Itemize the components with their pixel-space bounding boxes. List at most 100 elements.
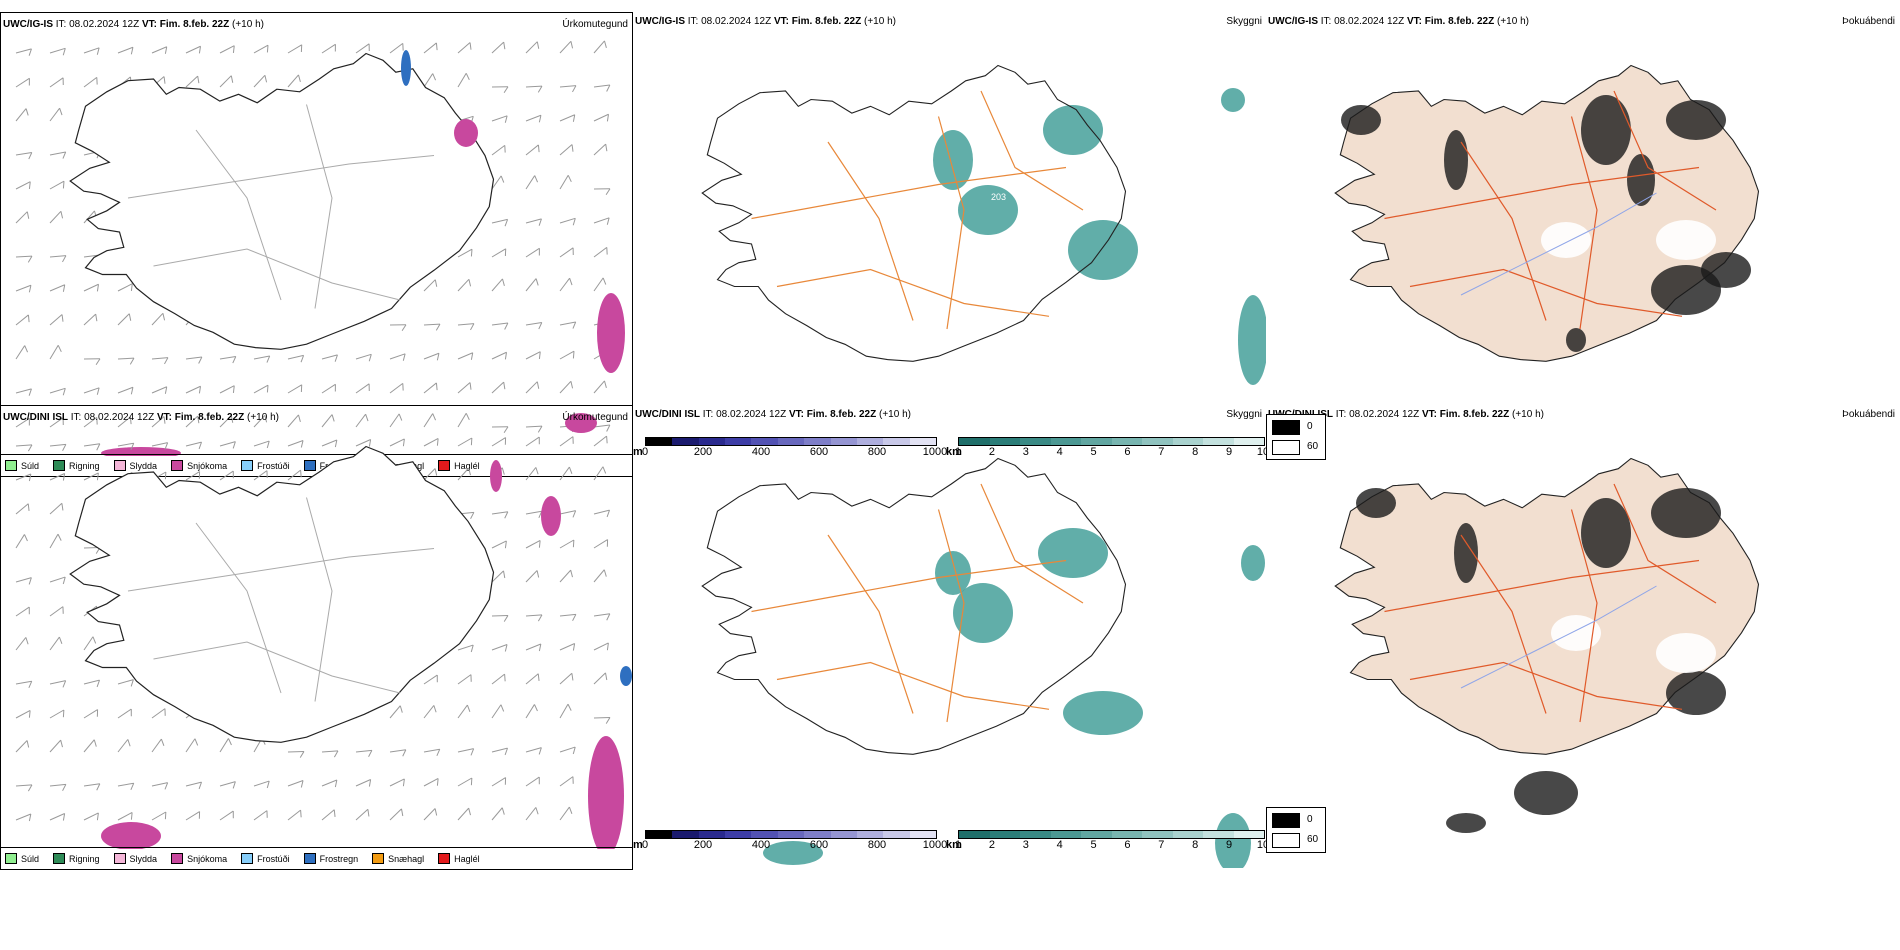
wind-barb <box>457 352 474 360</box>
ceiling-value-label: 133 <box>1051 224 1066 234</box>
wind-barb <box>219 356 237 364</box>
lead-time: (+10 h) <box>232 19 264 30</box>
wind-barb <box>525 614 543 622</box>
colorbar-tick: 600 <box>809 446 829 458</box>
legend-label: Rigning <box>69 853 100 864</box>
vt-value: Fim. 8.feb. 22Z <box>791 16 862 27</box>
wind-barb <box>559 569 573 583</box>
wind-barb <box>491 248 507 258</box>
vt-label: VT: <box>788 409 804 420</box>
precip-map <box>15 40 625 456</box>
wind-barb <box>355 413 369 428</box>
wind-barb <box>355 439 372 447</box>
wind-barb <box>423 705 437 719</box>
panel-header: UWC/DINI ISL IT: 08.02.2024 12Z VT: Fim.… <box>3 412 279 423</box>
legend-item: Snæhagl <box>372 853 424 864</box>
road-line <box>306 104 333 309</box>
wind-barb <box>287 809 302 821</box>
fog-indicator-area <box>1581 95 1631 165</box>
wind-barb <box>287 414 301 428</box>
wind-barb <box>423 748 441 757</box>
legend-swatch <box>241 460 254 471</box>
road-line <box>153 248 401 301</box>
wind-barb <box>423 778 439 787</box>
wind-barb <box>151 46 168 54</box>
wind-barb <box>491 511 509 519</box>
wind-barb <box>593 613 611 621</box>
iceland-coastline <box>69 52 495 350</box>
field-title: Þokuábendi <box>1842 409 1895 420</box>
road-line <box>195 522 282 694</box>
low-visibility-area <box>1043 105 1103 155</box>
legend-label: Snjókoma <box>187 460 228 471</box>
road-line <box>937 116 965 330</box>
wind-barb <box>491 540 507 549</box>
wind-barb <box>151 811 167 821</box>
wind-barb <box>593 509 610 518</box>
fog-key: 0 60 <box>1266 414 1326 460</box>
legend-item: Súld <box>5 853 39 864</box>
legend-swatch <box>438 853 451 864</box>
wind-barb <box>559 613 577 621</box>
road-line <box>751 559 1067 613</box>
wind-barb <box>457 748 475 756</box>
wind-barb <box>15 108 29 122</box>
wind-barb <box>83 709 99 719</box>
vt-label: VT: <box>1421 409 1437 420</box>
wind-barb <box>287 780 304 788</box>
wind-barb <box>49 636 63 651</box>
road-line <box>751 166 1067 220</box>
it-label: IT: <box>1320 16 1332 27</box>
fog-key-label: 0 <box>1307 814 1313 825</box>
wind-barb <box>389 749 407 757</box>
wind-barb <box>525 175 539 190</box>
wind-barb <box>559 85 577 93</box>
wind-barb <box>15 211 30 224</box>
wind-barb <box>49 314 64 326</box>
fog-indicator-area <box>1454 523 1478 583</box>
lead-time: (+10 h) <box>1512 409 1544 420</box>
wind-barb <box>593 217 610 225</box>
legend-item: Rigning <box>53 460 100 471</box>
fog-indicator-area <box>1701 252 1751 288</box>
wind-barb <box>423 413 437 428</box>
wind-barb <box>593 277 607 292</box>
wind-barb <box>185 415 200 428</box>
field-title: Skyggni <box>1226 16 1262 27</box>
lead-time: (+10 h) <box>879 409 911 420</box>
wind-barb <box>117 442 135 451</box>
vt-value: Fim. 8.feb. 22Z <box>159 19 230 30</box>
wind-barb <box>491 570 506 583</box>
wind-barb <box>15 152 33 160</box>
wind-barb <box>389 778 405 787</box>
road-line <box>1460 141 1547 321</box>
wind-barb <box>83 313 98 326</box>
wind-barb <box>593 84 611 92</box>
wind-barb <box>491 322 509 330</box>
river-line <box>1460 192 1657 296</box>
fog-key-swatch <box>1272 813 1300 828</box>
wind-barb <box>491 218 509 227</box>
wind-barb <box>321 439 338 448</box>
wind-barb <box>151 442 169 450</box>
wind-barb <box>15 473 32 482</box>
colorbar-tick: 5 <box>1090 446 1097 458</box>
it-label: IT: <box>1335 409 1347 420</box>
panel-header: UWC/IG-IS IT: 08.02.2024 12Z VT: Fim. 8.… <box>635 16 896 27</box>
colorbar-unit: km <box>946 446 962 458</box>
precip-legend: Súld Rigning Slydda Snjókoma Frostúði Frostre… <box>1 847 632 869</box>
wind-barb <box>389 324 407 332</box>
panel-header: UWC/IG-IS IT: 08.02.2024 12Z VT: Fim. 8.… <box>3 19 264 30</box>
model-name: UWC/DINI ISL <box>635 409 700 420</box>
wind-barb <box>151 416 166 428</box>
snow-area <box>101 447 181 456</box>
wind-barb <box>253 780 270 789</box>
wind-barb <box>525 540 541 549</box>
legend-label: Súld <box>21 853 40 864</box>
low-visibility-area <box>1238 295 1266 385</box>
wind-barb <box>423 674 438 685</box>
road-line <box>980 483 1084 604</box>
wind-barb <box>559 776 574 787</box>
colorbar-tick: 600 <box>809 839 829 851</box>
model-name: UWC/IG-IS <box>635 16 685 27</box>
